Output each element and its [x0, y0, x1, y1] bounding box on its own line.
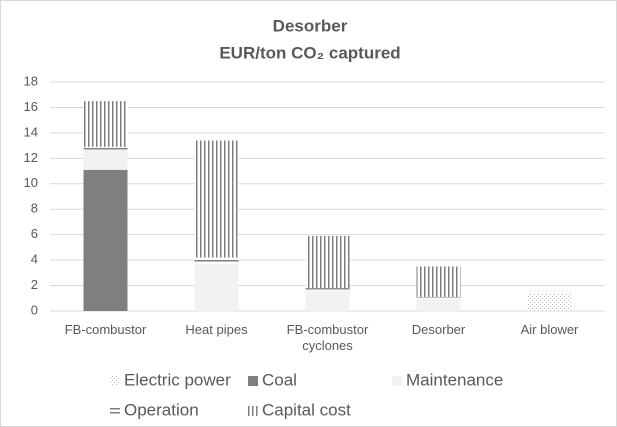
- legend-swatch: [110, 406, 120, 416]
- bar-segment: [416, 266, 461, 298]
- legend-label: Operation: [124, 400, 199, 419]
- y-tick-label: 8: [31, 201, 38, 216]
- y-tick-label: 12: [24, 150, 38, 165]
- x-tick-label: FB-combustor cyclones: [286, 322, 369, 353]
- legend-swatch: [248, 406, 258, 416]
- bar-segment: [83, 149, 128, 170]
- bar-segment: [83, 169, 128, 311]
- chart-subtitle: EUR/ton CO₂ captured: [219, 43, 400, 62]
- legend-label: Capital cost: [262, 400, 351, 419]
- y-tick-label: 10: [24, 175, 38, 190]
- x-tick-label: Heat pipes: [185, 322, 248, 337]
- legend-label: Maintenance: [406, 370, 503, 389]
- bar-segment: [194, 257, 239, 264]
- bar-segment: [194, 263, 239, 311]
- bar-segment: [305, 235, 350, 289]
- legend-label: Electric power: [124, 370, 231, 389]
- legend-swatch: [110, 376, 120, 386]
- x-tick-label: Air blower: [520, 322, 579, 337]
- legend-label: Coal: [262, 370, 297, 389]
- chart-title: Desorber: [273, 16, 348, 35]
- y-tick-label: 2: [31, 277, 38, 292]
- bar-segment: [527, 293, 572, 311]
- bar-segment: [416, 298, 461, 311]
- y-tick-label: 0: [31, 302, 38, 317]
- x-tick-label: FB-combustor: [64, 322, 147, 337]
- bar-segment: [83, 146, 128, 150]
- y-tick-label: 6: [31, 226, 38, 241]
- legend-swatch: [392, 376, 402, 386]
- bar-segment: [305, 290, 350, 311]
- x-tick-label: Desorber: [411, 322, 466, 337]
- bar-segment: [305, 288, 350, 291]
- y-tick-label: 4: [31, 252, 38, 267]
- legend-swatch: [248, 376, 258, 386]
- bar-segment: [416, 297, 461, 299]
- y-tick-label: 14: [24, 124, 38, 139]
- bar-segment: [83, 101, 128, 147]
- y-tick-label: 16: [24, 99, 38, 114]
- y-tick-label: 18: [24, 73, 38, 88]
- bar-segment: [194, 140, 239, 258]
